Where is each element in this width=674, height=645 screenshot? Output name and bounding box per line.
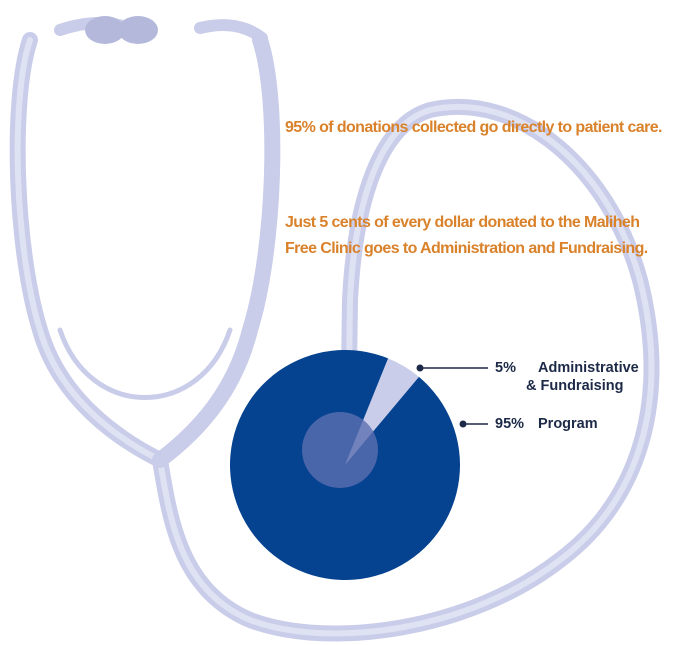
category-label: Program xyxy=(538,416,598,432)
value-label: 5% xyxy=(495,360,516,376)
category-label: Administrative & Fundraising xyxy=(526,360,639,394)
value-label: 95% xyxy=(495,416,524,432)
chestpiece xyxy=(302,412,378,488)
annotation: Just 5 cents of every dollar donated to … xyxy=(285,214,648,257)
stethoscope xyxy=(9,17,660,642)
annotation: 95% of donations collected go directly t… xyxy=(285,119,662,136)
pie xyxy=(229,350,460,580)
pie-labels: 5% Administrative & Fundraising 95% Program xyxy=(416,360,639,432)
earpieces xyxy=(85,16,158,44)
